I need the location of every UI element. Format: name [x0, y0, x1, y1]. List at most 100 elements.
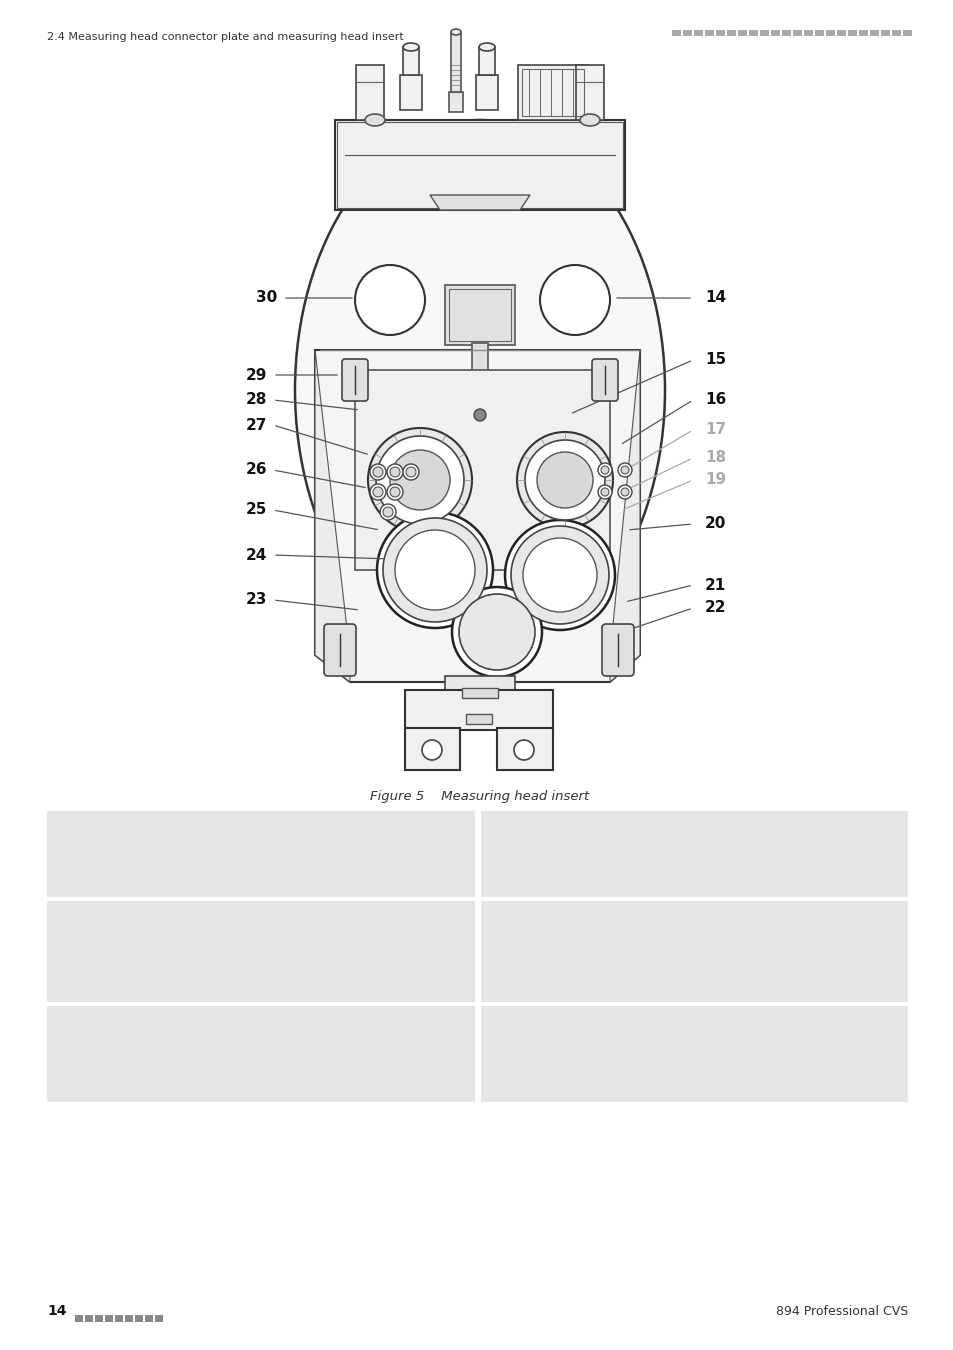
Circle shape: [618, 485, 631, 500]
Text: Opening: Opening: [515, 818, 577, 832]
Bar: [693, 30, 702, 36]
Circle shape: [618, 463, 631, 477]
Circle shape: [511, 526, 608, 624]
Text: 15: 15: [491, 818, 509, 832]
Text: 21: 21: [704, 578, 725, 593]
Text: 24: 24: [245, 548, 267, 563]
Bar: [154, 1315, 163, 1322]
Bar: [47, 1003, 475, 1103]
Text: 29: 29: [245, 367, 267, 382]
Circle shape: [421, 740, 441, 760]
Ellipse shape: [365, 113, 385, 126]
Bar: [682, 30, 691, 36]
Bar: [480, 809, 907, 898]
Bar: [465, 714, 492, 724]
Circle shape: [514, 740, 534, 760]
Ellipse shape: [294, 120, 664, 660]
Bar: [472, 343, 488, 375]
Text: 14: 14: [57, 818, 75, 832]
Text: relevant for CVS analyses.: relevant for CVS analyses.: [515, 956, 676, 969]
Circle shape: [370, 485, 386, 500]
Bar: [145, 1315, 152, 1322]
Bar: [336, 122, 622, 208]
Circle shape: [522, 539, 597, 612]
Text: 15: 15: [704, 352, 725, 367]
Polygon shape: [430, 194, 530, 211]
FancyBboxPatch shape: [341, 359, 368, 401]
FancyBboxPatch shape: [592, 359, 618, 401]
Bar: [726, 30, 735, 36]
Bar: [825, 30, 834, 36]
Circle shape: [379, 504, 395, 520]
FancyBboxPatch shape: [601, 624, 634, 676]
Ellipse shape: [478, 43, 495, 51]
Circle shape: [598, 485, 612, 500]
Bar: [716, 30, 724, 36]
Bar: [444, 285, 515, 346]
Text: 30: 30: [255, 290, 276, 305]
Bar: [405, 690, 553, 730]
Text: 14: 14: [47, 1304, 67, 1318]
Text: Opening: Opening: [515, 1012, 577, 1026]
Bar: [521, 69, 583, 116]
Bar: [891, 30, 900, 36]
Text: Threaded opening: Threaded opening: [81, 909, 217, 921]
Polygon shape: [314, 350, 350, 682]
Bar: [760, 30, 768, 36]
Text: 18: 18: [704, 451, 725, 466]
Text: 27: 27: [245, 417, 267, 432]
Text: relevant for CVS analyses.: relevant for CVS analyses.: [81, 1061, 242, 1075]
Text: 22: 22: [704, 601, 726, 616]
Text: 26: 26: [245, 463, 267, 478]
Circle shape: [620, 487, 628, 495]
Bar: [803, 30, 812, 36]
Circle shape: [390, 450, 450, 510]
Text: 16: 16: [704, 393, 725, 408]
Bar: [770, 30, 780, 36]
Text: For positioning the driving axle.: For positioning the driving axle.: [515, 836, 708, 849]
Circle shape: [504, 520, 615, 630]
Text: With preinstalled tubing connection to the: With preinstalled tubing connection to t…: [515, 926, 773, 940]
Circle shape: [524, 440, 604, 520]
Bar: [738, 30, 746, 36]
Circle shape: [406, 467, 416, 477]
Bar: [461, 374, 497, 382]
Circle shape: [373, 467, 382, 477]
Text: 18: 18: [57, 1012, 75, 1026]
Text: 23: 23: [245, 593, 267, 608]
Circle shape: [382, 508, 393, 517]
Bar: [497, 728, 553, 770]
Bar: [449, 289, 511, 342]
Text: 8 (PURGE) - gas inlet. Not relevant for CVS: 8 (PURGE) - gas inlet. Not relevant for …: [515, 1046, 776, 1058]
Bar: [476, 76, 497, 109]
Text: Figure 5    Measuring head insert: Figure 5 Measuring head insert: [370, 790, 589, 803]
Bar: [847, 30, 856, 36]
Bar: [449, 92, 462, 112]
Text: 17: 17: [491, 909, 509, 921]
Text: threaded opening 13 (TAP) - gas inlet. Not: threaded opening 13 (TAP) - gas inlet. N…: [515, 941, 772, 954]
Bar: [461, 688, 497, 698]
Bar: [451, 32, 460, 92]
Text: For tubing connection to threaded opening: For tubing connection to threaded openin…: [515, 1031, 777, 1044]
Polygon shape: [314, 350, 639, 682]
Bar: [135, 1315, 143, 1322]
Text: 19: 19: [704, 472, 725, 487]
Text: For feeding through a fourfold micro dosing: For feeding through a fourfold micro dos…: [81, 836, 348, 849]
Bar: [836, 30, 845, 36]
Circle shape: [373, 487, 382, 497]
Circle shape: [402, 464, 418, 481]
Circle shape: [452, 587, 541, 676]
Circle shape: [620, 466, 628, 474]
Circle shape: [355, 265, 424, 335]
Bar: [95, 1315, 103, 1322]
Bar: [444, 676, 515, 690]
Bar: [115, 1315, 123, 1322]
Bar: [748, 30, 758, 36]
Polygon shape: [609, 350, 639, 682]
Circle shape: [382, 518, 486, 622]
Bar: [902, 30, 911, 36]
FancyBboxPatch shape: [324, 624, 355, 676]
Circle shape: [387, 485, 402, 500]
Text: 25: 25: [245, 502, 267, 517]
Bar: [671, 30, 680, 36]
